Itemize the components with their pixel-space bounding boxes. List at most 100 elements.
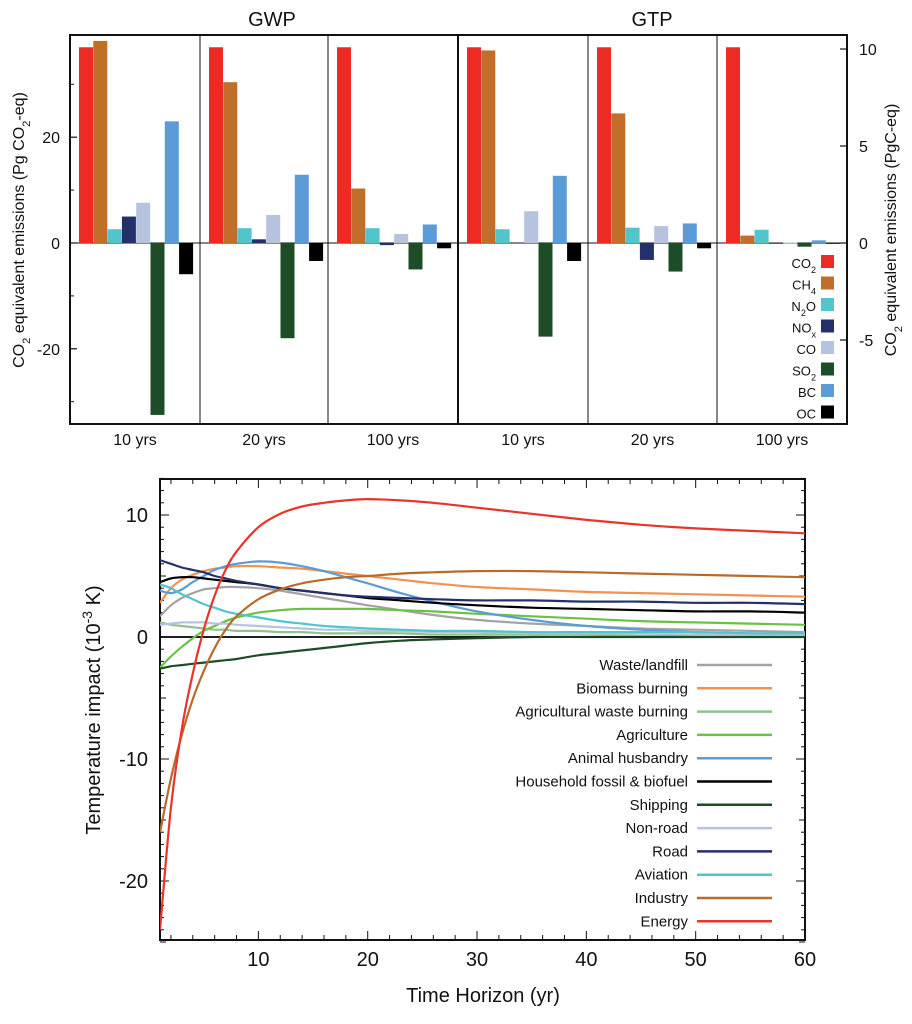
bar-gtp-10yrs-bc bbox=[552, 175, 567, 243]
legend-label-road: Road bbox=[652, 843, 688, 860]
legend-label-n2o-part: 2 bbox=[801, 308, 806, 318]
legend-label-aviation: Aviation bbox=[635, 867, 688, 884]
bar-gwp-10yrs-bc bbox=[164, 121, 179, 243]
horizon-label: 20 yrs bbox=[242, 432, 286, 449]
line-road bbox=[160, 559, 805, 606]
bar-gwp-10yrs-co2 bbox=[79, 47, 93, 243]
legend-label-n2o: N2O bbox=[791, 299, 816, 318]
bar-ylabel-right: CO2 equivalent emissions (PgC-eq) bbox=[883, 104, 905, 357]
legend-label-ch4-part: CH bbox=[792, 278, 811, 293]
xtick-label: 60 bbox=[794, 949, 816, 971]
legend-label-bc-part: BC bbox=[798, 385, 816, 400]
bar-gwp-20yrs-n2o bbox=[237, 228, 252, 243]
legend-label-co: CO bbox=[797, 342, 817, 357]
horizon-label: 10 yrs bbox=[501, 432, 545, 449]
bar-gtp-20yrs-nox bbox=[639, 243, 654, 260]
bar-gtp-20yrs-n2o bbox=[625, 227, 640, 243]
legend-label-nox-part: x bbox=[811, 330, 816, 340]
bar-gwp-20yrs-oc bbox=[309, 243, 324, 261]
bar-gwp-20yrs-ch4 bbox=[223, 82, 238, 244]
legend-label-nox: NOx bbox=[792, 321, 817, 340]
legend-swatch-oc bbox=[821, 405, 834, 419]
bar-gwp-10yrs-ch4 bbox=[93, 40, 108, 244]
bar-ylabel-right-part: equivalent emissions (PgC-eq) bbox=[883, 104, 900, 326]
legend-swatch-co2 bbox=[821, 255, 834, 268]
legend-swatch-bc bbox=[821, 384, 834, 397]
ytick-right-label: 0 bbox=[859, 236, 868, 253]
legend-label-co2-part: CO bbox=[791, 256, 811, 271]
bar-gwp-20yrs-co bbox=[266, 214, 281, 243]
line-ylabel: Temperature impact (10-3 K) bbox=[79, 585, 105, 834]
line-ylabel-part: Temperature impact (10 bbox=[83, 623, 105, 834]
horizon-label: 100 yrs bbox=[756, 432, 808, 449]
bar-gtp-100yrs-nox bbox=[768, 243, 783, 244]
group-title-gwp: GWP bbox=[248, 9, 296, 31]
legend-label-so2-part: SO bbox=[792, 364, 811, 379]
ytick-left-label: -20 bbox=[37, 342, 60, 359]
bar-gtp-10yrs-n2o bbox=[495, 229, 510, 243]
bar-ylabel-right-part: CO bbox=[883, 332, 900, 356]
bar-gwp-10yrs-so2 bbox=[150, 243, 165, 415]
group-title-gtp: GTP bbox=[631, 9, 672, 31]
bar-gwp-100yrs-co bbox=[394, 234, 409, 243]
legend-swatch-so2 bbox=[821, 362, 834, 376]
line-agriculture bbox=[160, 607, 805, 669]
legend-label-biomass-burning: Biomass burning bbox=[576, 680, 688, 697]
bar-ylabel-left-part: 2 bbox=[21, 338, 33, 344]
legend-label-ch4-part: 4 bbox=[811, 287, 816, 297]
bar-gwp-100yrs-co2 bbox=[337, 47, 351, 243]
bar-gwp-100yrs-nox bbox=[379, 243, 394, 246]
legend-label-n2o-part: N bbox=[791, 299, 800, 314]
legend-label-waste-landfill: Waste/landfill bbox=[599, 657, 688, 674]
ytick-label: 10 bbox=[126, 505, 148, 527]
bar-gtp-100yrs-oc bbox=[826, 243, 841, 244]
bar-ylabel-left-part: -eq) bbox=[11, 92, 28, 120]
bar-gtp-100yrs-n2o bbox=[754, 229, 769, 243]
line-ylabel-part: K) bbox=[83, 585, 105, 611]
line-agricultural-waste-burning bbox=[160, 621, 805, 637]
bar-gwp-100yrs-so2 bbox=[408, 243, 423, 270]
xtick-label: 30 bbox=[466, 949, 488, 971]
legend-label-ch4: CH4 bbox=[792, 278, 816, 297]
legend-label-co2-part: 2 bbox=[811, 265, 816, 275]
legend-label-oc: OC bbox=[797, 407, 817, 422]
bar-gtp-10yrs-so2 bbox=[538, 243, 553, 337]
ytick-left-label: 20 bbox=[42, 130, 60, 147]
legend-label-oc-part: OC bbox=[797, 407, 817, 422]
bar-gwp-20yrs-bc bbox=[294, 174, 309, 243]
bar-ylabel-right-part: 2 bbox=[893, 326, 905, 332]
legend-label-nox-part: NO bbox=[792, 321, 812, 336]
bar-ylabel-left: CO2 equivalent emissions (Pg CO2-eq) bbox=[11, 92, 33, 368]
line-non-road bbox=[160, 621, 805, 636]
bar-gtp-100yrs-so2 bbox=[797, 243, 812, 247]
legend-label-shipping: Shipping bbox=[630, 797, 688, 814]
xtick-label: 20 bbox=[357, 949, 379, 971]
line-plot-frame bbox=[159, 478, 806, 941]
line-industry bbox=[160, 569, 805, 833]
legend-swatch-n2o bbox=[821, 298, 834, 311]
legend-label-bc: BC bbox=[798, 385, 816, 400]
bar-gtp-10yrs-oc bbox=[567, 243, 582, 261]
bar-gwp-100yrs-n2o bbox=[365, 228, 380, 243]
legend-label-so2: SO2 bbox=[792, 364, 816, 383]
bar-gwp-10yrs-co bbox=[136, 202, 151, 243]
bar-gtp-100yrs-ch4 bbox=[740, 235, 755, 243]
legend-swatch-co bbox=[821, 341, 834, 354]
ytick-left-label: 0 bbox=[51, 236, 60, 253]
bar-gwp-20yrs-co2 bbox=[209, 47, 223, 243]
legend-label-agricultural-waste-burning: Agricultural waste burning bbox=[515, 704, 688, 721]
bar-gwp-20yrs-nox bbox=[251, 239, 266, 243]
legend-label-energy: Energy bbox=[640, 913, 688, 930]
bar-gwp-100yrs-oc bbox=[437, 243, 452, 249]
bar-ylabel-left-part: equivalent emissions (Pg CO bbox=[11, 127, 28, 338]
legend-label-non-road: Non-road bbox=[625, 820, 688, 837]
line-xlabel: Time Horizon (yr) bbox=[406, 985, 560, 1007]
bar-gtp-20yrs-ch4 bbox=[611, 113, 626, 244]
bar-gwp-100yrs-ch4 bbox=[351, 188, 366, 243]
horizon-label: 100 yrs bbox=[367, 432, 419, 449]
legend-label-co2: CO2 bbox=[791, 256, 816, 275]
line-aviation bbox=[160, 583, 805, 635]
bar-gtp-20yrs-so2 bbox=[668, 243, 683, 272]
legend-label-so2-part: 2 bbox=[811, 373, 816, 383]
